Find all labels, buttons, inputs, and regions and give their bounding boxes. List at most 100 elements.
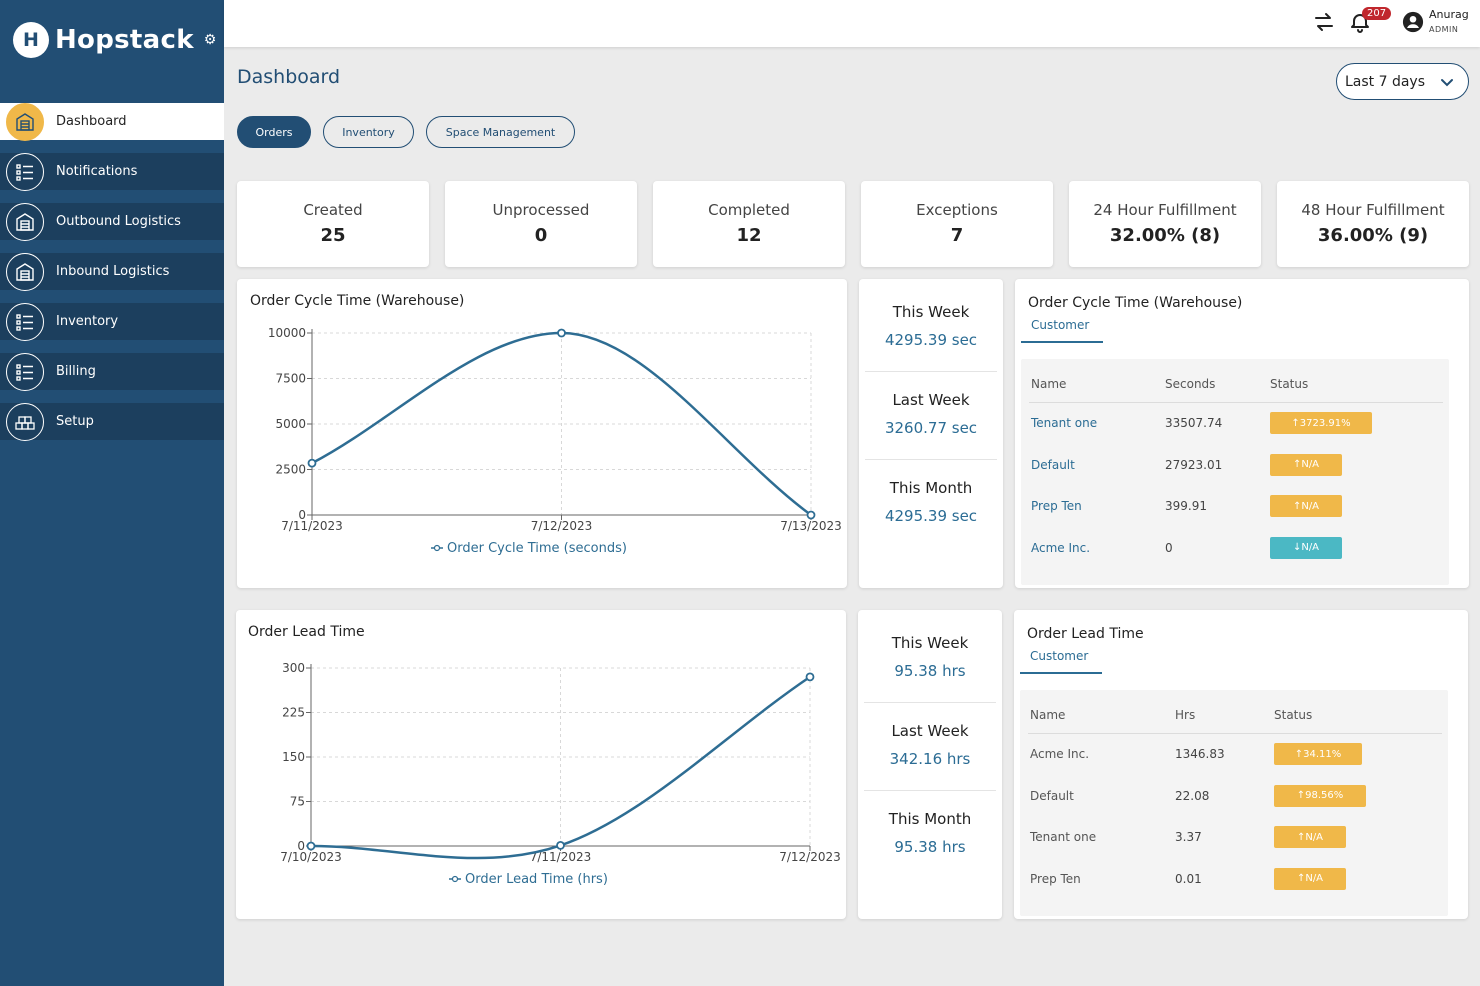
period-label: This Month [888,810,972,828]
row-name[interactable]: Tenant one [1030,830,1097,844]
column-header: Name [1031,377,1067,391]
tab-space-management[interactable]: Space Management [426,116,575,148]
period-label: This Month [889,479,973,497]
lead-time-chart: 0 75 150 225 300 7/10/2023 7/11/2023 7/12/2023 O… [280,661,841,887]
y-tick-label: 300 [282,661,305,675]
tab-inventory[interactable]: Inventory [323,116,414,148]
user-role: ADMIN [1429,25,1459,34]
status-badge: ↑3723.91% [1270,412,1372,434]
data-point[interactable] [556,841,565,850]
sidebar-item-label: Notifications [56,164,138,179]
cubes-icon [6,402,44,441]
stat-card[interactable]: Unprocessed 0 [445,181,637,267]
header-divider [1029,402,1443,403]
stat-label: 24 Hour Fulfillment [1093,201,1237,219]
top-bar: 207 Anurag ADMIN [224,0,1480,47]
status-badge: ↑N/A [1270,453,1342,476]
lead-periods-card: This Week 95.38 hrs Last Week 342.16 hrs Thi… [858,610,1002,919]
data-point[interactable] [806,510,816,520]
sidebar-item-dashboard[interactable]: Dashboard [0,102,224,141]
y-tick-label: 75 [290,795,305,809]
x-tick-label: 7/11/2023 [530,850,592,864]
stat-value: 36.00% (9) [1317,225,1429,246]
row-name[interactable]: Prep Ten [1030,871,1081,886]
date-range-select[interactable]: Last 7 days [1336,63,1469,100]
legend-swatch-dot [433,544,441,552]
divider [864,702,996,703]
stat-value: 0 [534,225,548,246]
period-value: 95.38 hrs [894,662,966,680]
cycle-time-chart-card: Order Cycle Time (Warehouse) 0 2500 5000 75… [237,279,847,588]
sidebar-item-label: Setup [56,414,94,429]
column-header: Status [1270,377,1309,391]
status-badge: ↑N/A [1270,495,1342,517]
sidebar-item-billing[interactable]: Billing [0,352,224,391]
date-range-value: Last 7 days [1345,73,1426,90]
warehouse-icon [6,252,44,291]
settings-gear-icon[interactable]: ⚙ [203,32,217,48]
tab-orders[interactable]: Orders [237,116,311,148]
row-value: 0 [1165,540,1173,555]
row-value: 33507.74 [1165,416,1223,430]
sidebar-item-inbound-logistics[interactable]: Inbound Logistics [0,252,224,291]
logo-mark: H [13,22,49,58]
period-value: 342.16 hrs [889,750,971,768]
list-icon [6,152,44,191]
customer-table: Name Seconds Status Tenant one 33507.74 ↑3723… [1021,359,1449,585]
tab-customer[interactable]: Customer [1020,648,1102,674]
data-point[interactable] [306,841,316,851]
row-name[interactable]: Tenant one [1031,416,1098,430]
divider [865,371,997,372]
stat-card[interactable]: 24 Hour Fulfillment 32.00% (8) [1069,181,1261,267]
status-badge: ↑34.11% [1274,743,1362,765]
sidebar-item-outbound-logistics[interactable]: Outbound Logistics [0,202,224,241]
x-tick-label: 7/10/2023 [280,850,342,864]
period-value: 95.38 hrs [894,838,966,856]
row-name[interactable]: Acme Inc. [1031,540,1091,555]
row-value: 399.91 [1165,499,1207,513]
user-avatar-icon[interactable] [1402,11,1424,33]
stat-value: 32.00% (8) [1109,225,1221,246]
stat-card[interactable]: Created 25 [237,181,429,267]
warehouse-icon [6,102,44,141]
legend-label[interactable]: Order Cycle Time (seconds) [447,541,627,556]
data-point[interactable] [307,458,317,468]
period-value: 4295.39 sec [884,507,978,525]
row-name[interactable]: Default [1031,457,1075,472]
sidebar-item-setup[interactable]: Setup [0,402,224,441]
sidebar-item-label: Outbound Logistics [56,214,181,229]
status-badge: ↓N/A [1270,536,1342,559]
x-tick-label: 7/12/2023 [531,519,593,533]
tab-customer[interactable]: Customer [1021,317,1103,343]
swap-arrows-icon[interactable] [1312,10,1336,34]
row-name[interactable]: Acme Inc. [1030,747,1090,761]
legend-swatch-dot [451,875,459,883]
sidebar-item-inventory[interactable]: Inventory [0,302,224,341]
y-tick-label: 5000 [275,417,306,431]
lead-time-chart-card: Order Lead Time 0 75 150 225 300 7/10/2023 7/1… [236,610,846,919]
row-name[interactable]: Prep Ten [1031,499,1082,513]
y-tick-label: 7500 [275,372,306,386]
app-logo[interactable]: H Hopstack ⚙ [13,22,216,58]
sidebar-item-label: Billing [56,364,96,379]
stat-card[interactable]: Completed 12 [653,181,845,267]
lead-chart-title: Order Lead Time [248,624,365,640]
list-icon [6,352,44,391]
column-header: Status [1274,708,1313,722]
stat-card[interactable]: Exceptions 7 [861,181,1053,267]
stat-card[interactable]: 48 Hour Fulfillment 36.00% (9) [1277,181,1469,267]
user-name[interactable]: Anurag [1429,8,1469,21]
data-point[interactable] [805,672,815,682]
y-tick-label: 150 [282,750,305,764]
sidebar-item-notifications[interactable]: Notifications [0,152,224,191]
stat-label: Exceptions [916,201,998,219]
customer-table: Name Hrs Status Acme Inc. 1346.83 ↑34.11% Defa… [1020,690,1448,916]
app-name: Hopstack [55,25,194,55]
data-point[interactable] [557,328,566,338]
row-name[interactable]: Default [1030,788,1074,803]
y-tick-label: 0 [298,508,306,522]
notification-badge: 207 [1362,7,1392,20]
legend-label[interactable]: Order Lead Time (hrs) [465,872,608,887]
cycle-time-chart: 0 2500 5000 7500 10000 7/11/2023 7/12/2023 7/13… [268,326,842,556]
y-tick-label: 2500 [275,463,306,477]
